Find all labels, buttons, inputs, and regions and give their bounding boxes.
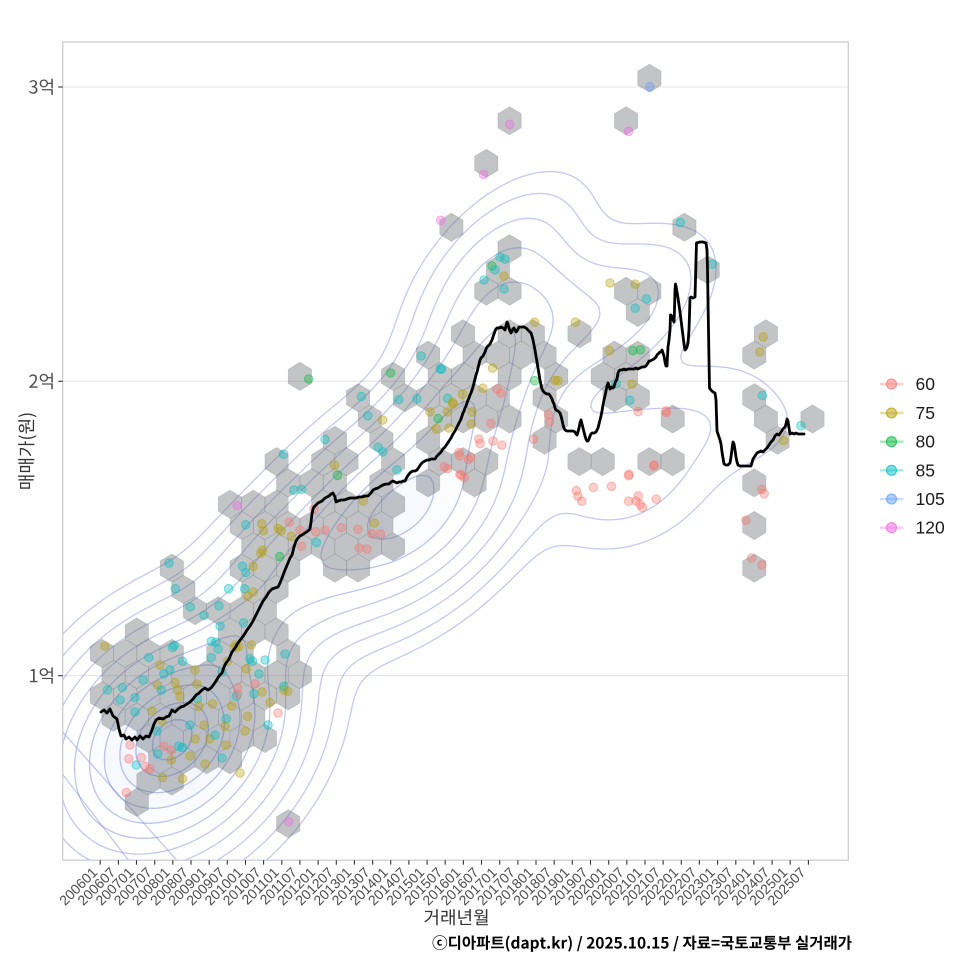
svg-text:120: 120 bbox=[916, 518, 945, 538]
svg-text:105: 105 bbox=[916, 489, 945, 509]
svg-text:85: 85 bbox=[916, 460, 935, 480]
svg-text:60: 60 bbox=[916, 374, 936, 394]
svg-text:80: 80 bbox=[916, 432, 936, 452]
svg-text:75: 75 bbox=[916, 403, 935, 423]
